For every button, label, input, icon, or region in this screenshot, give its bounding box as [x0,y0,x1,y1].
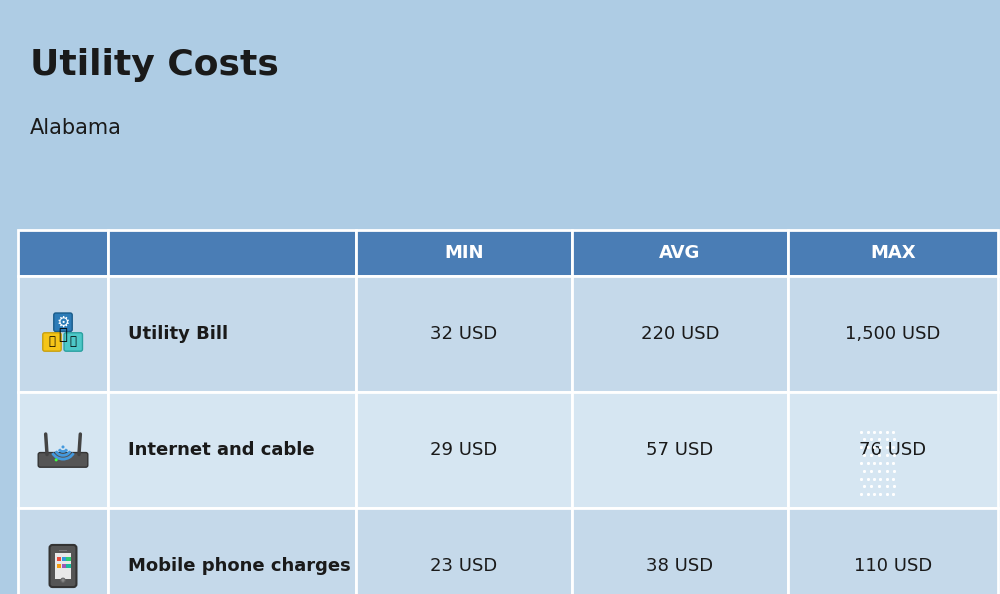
Bar [62,564,66,568]
FancyBboxPatch shape [54,313,72,331]
Bar [858,458,954,468]
FancyBboxPatch shape [50,545,76,587]
Text: ⚙: ⚙ [56,315,70,330]
Bar [858,468,954,478]
Text: MAX: MAX [870,244,916,262]
Bar [858,518,954,528]
Bar [62,557,66,561]
Text: AVG: AVG [659,244,701,262]
Text: 38 USD: 38 USD [646,557,714,575]
Bar [108,276,356,392]
Bar [858,488,954,498]
Circle shape [61,578,65,582]
Bar [57,557,61,561]
Text: 🔌: 🔌 [48,336,55,349]
Bar [858,448,954,458]
Bar [57,564,61,568]
Bar [858,428,896,498]
Bar [18,276,108,392]
Bar [356,508,572,594]
Bar [55,553,71,579]
FancyBboxPatch shape [64,333,82,351]
Bar [858,528,954,538]
Bar [858,438,954,448]
Bar [858,428,954,558]
Bar [858,478,954,488]
Text: MIN: MIN [444,244,484,262]
Text: 76 USD: 76 USD [859,441,927,459]
Bar [788,392,998,508]
Bar [59,549,67,551]
Text: 32 USD: 32 USD [430,325,498,343]
Text: 🧑: 🧑 [59,327,67,342]
Bar [858,538,954,548]
Bar [108,392,356,508]
Bar [858,428,954,438]
Bar [788,230,998,276]
Bar [18,230,108,276]
Text: 110 USD: 110 USD [854,557,932,575]
Bar [788,508,998,594]
Bar [572,392,788,508]
Text: 23 USD: 23 USD [430,557,498,575]
Bar [356,392,572,508]
Bar [788,276,998,392]
Bar [18,392,108,508]
Bar [66,564,71,568]
Bar [108,230,356,276]
Text: 57 USD: 57 USD [646,441,714,459]
Bar [356,230,572,276]
Circle shape [55,459,58,462]
Text: 29 USD: 29 USD [430,441,498,459]
Bar [18,508,108,594]
Bar [572,230,788,276]
Text: Alabama: Alabama [30,118,122,138]
Bar [572,276,788,392]
Bar [66,557,71,561]
Text: Utility Bill: Utility Bill [128,325,228,343]
Text: 220 USD: 220 USD [641,325,719,343]
Bar [858,508,954,518]
Bar [858,548,954,558]
Text: Internet and cable: Internet and cable [128,441,314,459]
Bar [858,498,954,508]
FancyBboxPatch shape [43,333,61,351]
Bar [108,508,356,594]
Circle shape [61,446,65,448]
Text: 🚿: 🚿 [70,336,77,349]
Text: 1,500 USD: 1,500 USD [845,325,941,343]
Text: Mobile phone charges: Mobile phone charges [128,557,351,575]
Bar [356,276,572,392]
FancyBboxPatch shape [38,453,88,467]
Text: Utility Costs: Utility Costs [30,48,279,82]
Bar [572,508,788,594]
